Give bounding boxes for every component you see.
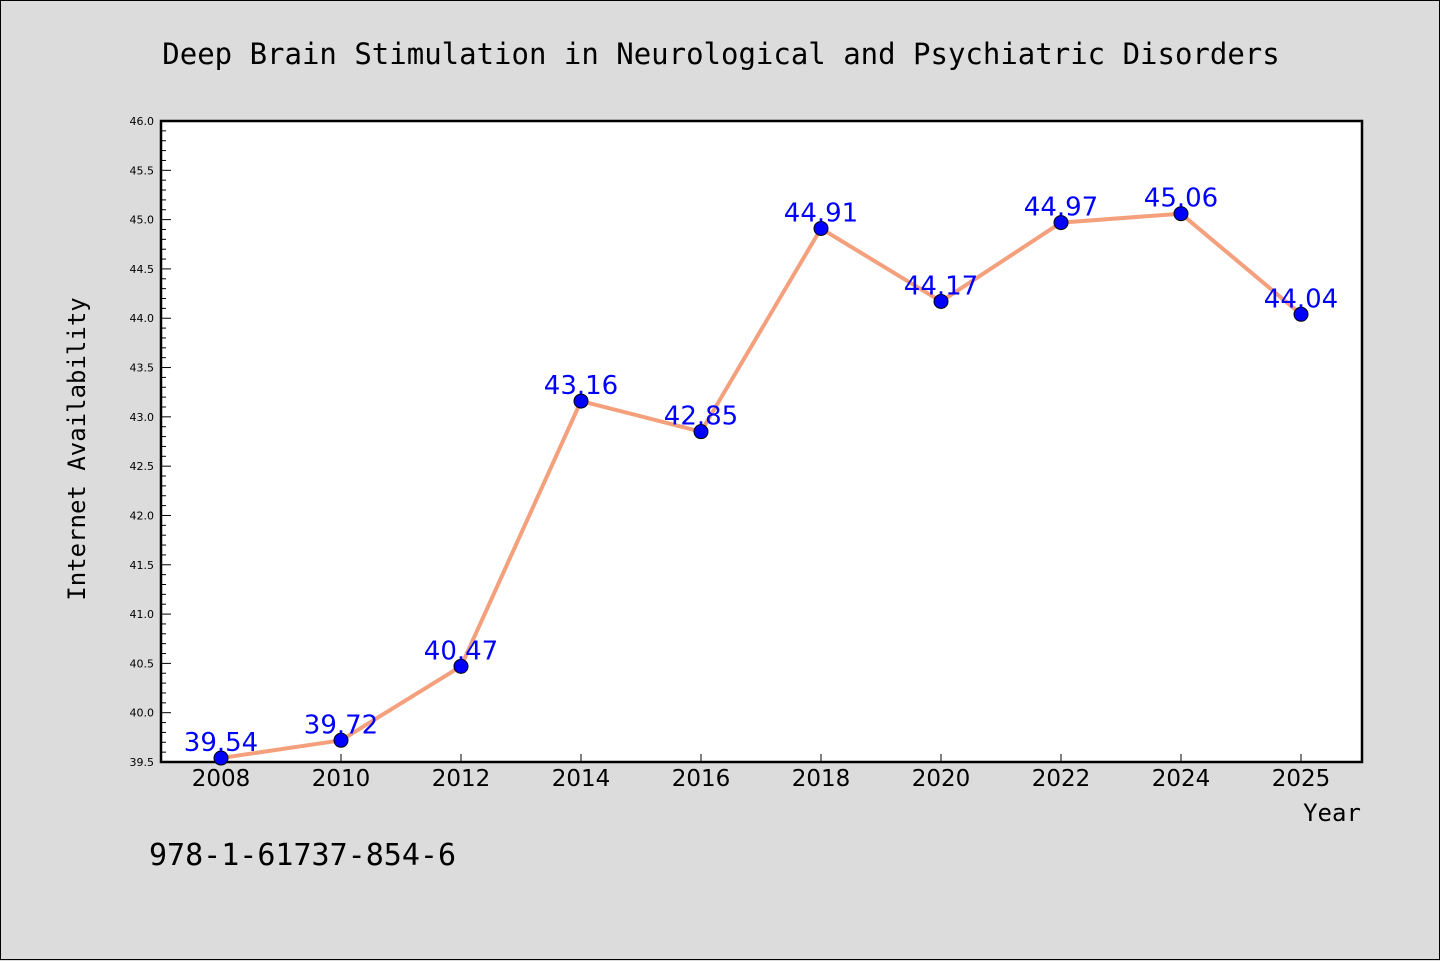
x-tick-label: 2022 xyxy=(1032,766,1091,792)
data-point xyxy=(813,220,829,236)
y-tick-label: 40.5 xyxy=(130,657,155,670)
data-point xyxy=(453,658,469,674)
data-label: 44.04 xyxy=(1264,284,1338,314)
y-tick-label: 42.5 xyxy=(130,460,155,473)
plot-area xyxy=(159,119,1364,764)
y-tick-label: 39.5 xyxy=(130,756,155,769)
x-tick-label: 2010 xyxy=(312,766,371,792)
data-point xyxy=(1053,215,1069,231)
isbn-annotation: 978-1-61737-854-6 xyxy=(149,838,456,873)
data-label: 44.91 xyxy=(784,198,858,228)
data-label: 40.47 xyxy=(424,636,498,666)
y-tick-label: 44.0 xyxy=(130,312,155,325)
x-tick-label: 2012 xyxy=(432,766,491,792)
data-label: 45.06 xyxy=(1144,184,1218,214)
data-point xyxy=(1173,206,1189,222)
chart-title: Deep Brain Stimulation in Neurological a… xyxy=(162,37,1279,71)
x-axis: 2008 2010 2012 2014 2016 2018 2020 2022 2024 2025 xyxy=(192,754,1331,792)
x-tick-label: 2016 xyxy=(672,766,731,792)
y-tick-label: 41.5 xyxy=(130,559,155,572)
x-tick-label: 2008 xyxy=(192,766,251,792)
data-series xyxy=(213,206,1309,766)
x-tick-label: 2025 xyxy=(1272,766,1331,792)
data-point xyxy=(693,424,709,440)
x-axis-label: Year xyxy=(1303,799,1361,827)
data-label: 44.97 xyxy=(1024,193,1098,223)
data-labels: 39.54 39.72 40.47 43.16 42.85 44.91 44.17 44.97… xyxy=(184,184,1338,758)
x-tick-label: 2018 xyxy=(792,766,851,792)
x-tick-label: 2020 xyxy=(912,766,971,792)
y-tick-label: 43.0 xyxy=(130,411,155,424)
y-tick-label: 45.5 xyxy=(130,164,155,177)
data-point xyxy=(573,393,589,409)
y-tick-label: 46.0 xyxy=(130,115,155,128)
y-tick-label: 40.0 xyxy=(130,707,155,720)
data-label: 43.16 xyxy=(544,371,618,401)
data-label: 39.72 xyxy=(304,710,378,740)
data-point xyxy=(333,732,349,748)
data-label: 44.17 xyxy=(904,271,978,301)
data-point xyxy=(933,293,949,309)
x-tick-label: 2014 xyxy=(552,766,611,792)
y-tick-label: 43.5 xyxy=(130,362,155,375)
y-tick-label: 42.0 xyxy=(130,509,155,522)
data-label: 39.54 xyxy=(184,728,258,758)
y-tick-label: 45.0 xyxy=(130,214,155,227)
y-axis-label: Internet Availability xyxy=(63,297,91,600)
data-point xyxy=(213,750,229,766)
series-line xyxy=(219,211,1303,761)
data-point xyxy=(1293,306,1309,322)
y-axis: 39.5 40.0 40.5 41.0 41.5 42.0 42.5 43.0 43.5 44.0… xyxy=(130,115,171,769)
y-tick-label: 41.0 xyxy=(130,608,155,621)
x-tick-label: 2024 xyxy=(1152,766,1211,792)
y-tick-label: 44.5 xyxy=(130,263,155,276)
data-label: 42.85 xyxy=(664,402,738,432)
